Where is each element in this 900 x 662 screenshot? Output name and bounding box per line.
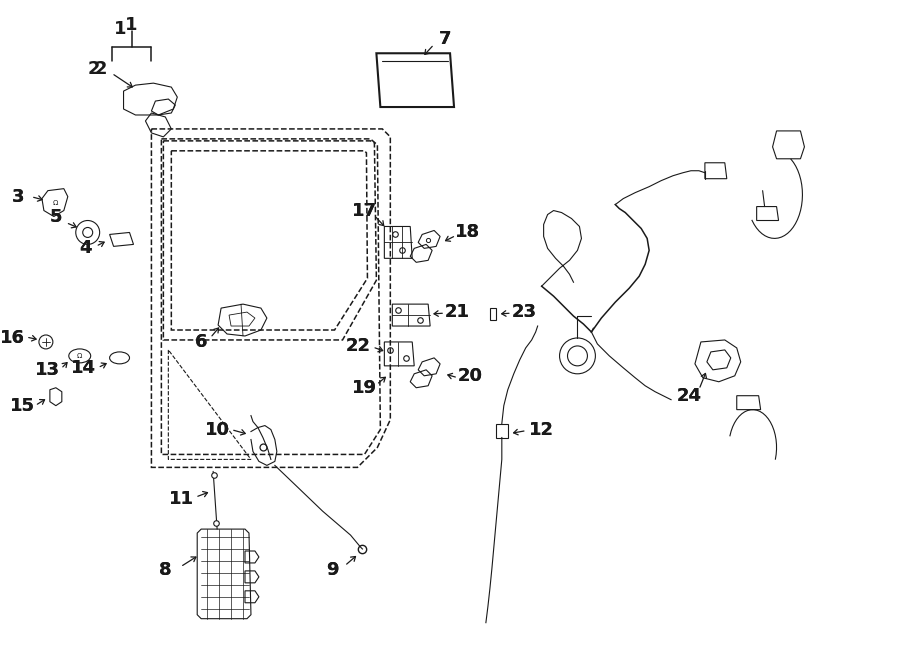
Text: Ω: Ω	[53, 199, 58, 206]
Text: 1: 1	[114, 21, 127, 38]
Text: 10: 10	[204, 420, 230, 438]
Text: 11: 11	[169, 491, 194, 508]
Text: 2: 2	[94, 60, 107, 78]
Text: 22: 22	[346, 337, 371, 355]
Text: 20: 20	[457, 367, 482, 385]
Text: 6: 6	[195, 333, 207, 351]
Text: 8: 8	[159, 561, 172, 579]
Text: 19: 19	[352, 379, 377, 397]
Text: 19: 19	[352, 379, 377, 397]
Text: 8: 8	[159, 561, 172, 579]
Text: 24: 24	[677, 387, 701, 404]
Text: 20: 20	[457, 367, 482, 385]
Text: 23: 23	[511, 303, 536, 321]
Text: 6: 6	[195, 333, 207, 351]
Text: 5: 5	[50, 207, 62, 226]
Text: 17: 17	[352, 201, 377, 220]
Text: 14: 14	[71, 359, 96, 377]
Text: 15: 15	[10, 397, 34, 414]
Text: 9: 9	[327, 561, 338, 579]
Text: 18: 18	[455, 224, 481, 242]
Text: 4: 4	[79, 240, 92, 258]
Text: 13: 13	[35, 361, 60, 379]
Text: 11: 11	[169, 491, 194, 508]
Text: 22: 22	[346, 337, 371, 355]
Text: 17: 17	[352, 201, 377, 220]
Text: 21: 21	[445, 303, 470, 321]
Text: 7: 7	[439, 30, 451, 48]
Text: Ω: Ω	[77, 353, 83, 359]
Text: 12: 12	[529, 420, 554, 438]
Text: 10: 10	[204, 420, 230, 438]
Text: 18: 18	[455, 224, 481, 242]
Text: 2: 2	[87, 60, 100, 78]
Text: 21: 21	[445, 303, 470, 321]
Text: 3: 3	[12, 187, 24, 206]
Text: 7: 7	[439, 30, 451, 48]
Text: 16: 16	[0, 329, 24, 347]
Text: 5: 5	[50, 207, 62, 226]
Text: 9: 9	[327, 561, 338, 579]
Text: 15: 15	[10, 397, 34, 414]
Text: 1: 1	[125, 17, 138, 34]
Text: 23: 23	[511, 303, 536, 321]
Text: 13: 13	[35, 361, 60, 379]
Text: 12: 12	[529, 420, 554, 438]
Text: 4: 4	[79, 240, 92, 258]
Text: 14: 14	[71, 359, 96, 377]
Text: 24: 24	[677, 387, 701, 404]
Text: 3: 3	[12, 187, 24, 206]
Text: 16: 16	[0, 329, 24, 347]
